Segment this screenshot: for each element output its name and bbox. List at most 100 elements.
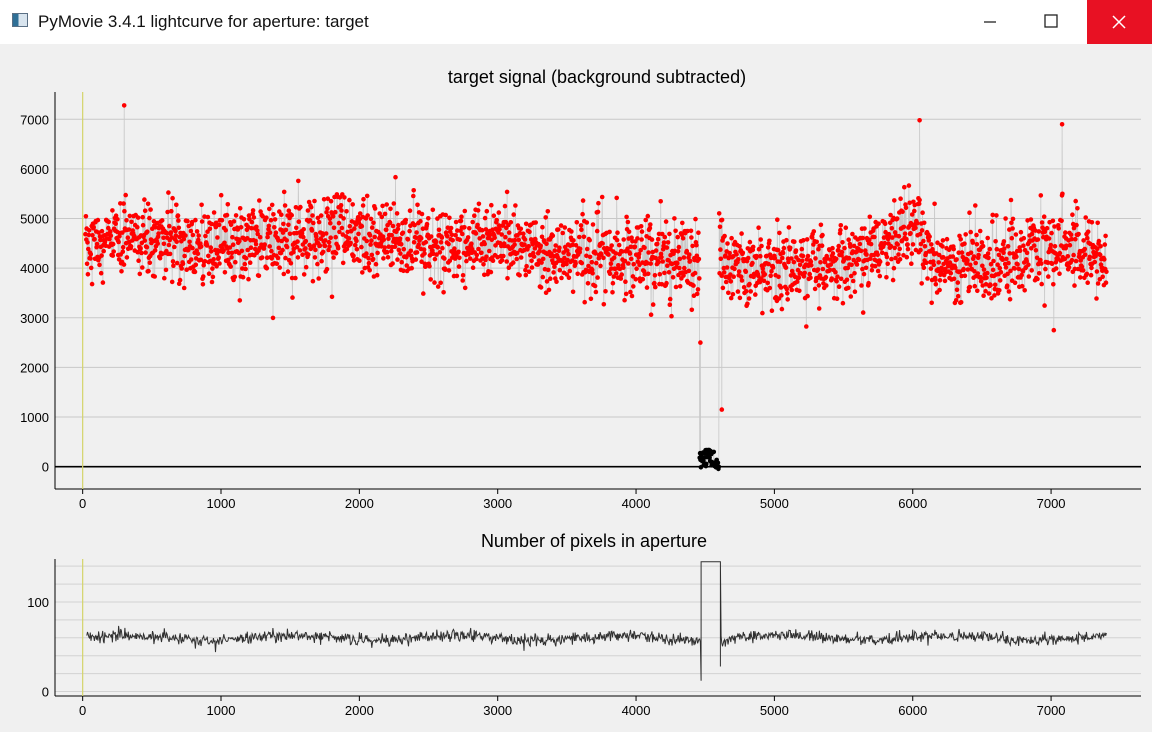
signal-data-point — [573, 243, 579, 248]
signal-data-point — [575, 271, 580, 277]
signal-data-point — [180, 261, 186, 266]
signal-data-point — [368, 216, 374, 222]
signal-data-point — [351, 253, 356, 259]
signal-data-point — [367, 268, 373, 273]
signal-data-point — [1082, 252, 1088, 257]
signal-data-point — [275, 255, 281, 261]
close-button[interactable] — [1087, 0, 1152, 44]
signal-data-point — [659, 254, 664, 260]
pixel-count-plot-data — [86, 561, 1107, 681]
maximize-button[interactable] — [1020, 0, 1084, 44]
signal-data-point — [922, 244, 928, 249]
signal-data-point — [675, 249, 681, 254]
signal-data-point — [840, 240, 845, 245]
signal-data-point — [610, 290, 615, 295]
signal-plot[interactable]: target signal (background subtracted) 0 1… — [20, 67, 1141, 511]
signal-data-point — [883, 229, 888, 235]
signal-data-point — [693, 216, 698, 222]
signal-data-point — [775, 247, 781, 253]
signal-data-point — [108, 229, 113, 234]
signal-data-point — [994, 246, 1000, 252]
signal-data-point — [884, 275, 889, 280]
signal-data-point — [992, 282, 998, 288]
signal-data-point — [747, 239, 753, 245]
signal-data-point — [569, 229, 574, 234]
signal-data-point — [415, 202, 420, 208]
signal-data-point — [580, 198, 586, 203]
signal-data-point — [545, 209, 551, 214]
signal-x-tick-label: 0 — [79, 496, 86, 511]
signal-data-point — [646, 250, 651, 255]
signal-data-point — [638, 247, 643, 253]
minimize-button[interactable] — [960, 0, 1024, 44]
signal-data-point — [392, 244, 398, 249]
signal-data-point — [372, 206, 378, 211]
signal-data-point — [86, 232, 92, 238]
signal-data-point — [1096, 238, 1102, 244]
signal-data-point — [1049, 230, 1054, 236]
signal-data-point — [1021, 235, 1027, 241]
signal-data-point — [846, 237, 851, 242]
signal-data-point — [366, 260, 372, 266]
signal-data-point — [1092, 259, 1098, 265]
signal-data-point — [551, 270, 556, 275]
signal-data-point — [1089, 220, 1095, 225]
signal-data-point — [638, 224, 644, 229]
signal-data-point — [508, 220, 514, 225]
signal-data-point — [1001, 250, 1006, 256]
signal-data-point — [345, 229, 351, 235]
signal-data-point — [555, 255, 560, 260]
signal-data-point — [897, 257, 903, 262]
signal-data-point — [135, 249, 140, 255]
signal-data-point — [1079, 264, 1085, 269]
signal-data-point — [305, 208, 311, 213]
signal-data-point — [284, 238, 290, 243]
signal-data-point — [791, 259, 797, 265]
signal-data-point — [331, 255, 336, 260]
signal-data-point — [113, 221, 118, 226]
plot-area[interactable]: target signal (background subtracted) 0 1… — [0, 44, 1152, 732]
signal-data-point — [655, 241, 660, 247]
signal-data-point — [249, 225, 254, 231]
signal-data-point — [850, 231, 855, 237]
signal-data-point — [490, 258, 496, 263]
signal-data-point — [110, 253, 116, 258]
signal-data-point — [695, 287, 701, 292]
signal-data-point — [587, 254, 593, 260]
signal-data-point — [908, 231, 913, 236]
signal-data-point — [386, 236, 391, 241]
signal-data-point — [665, 263, 670, 268]
signal-data-point — [145, 229, 150, 234]
signal-data-point — [1072, 283, 1077, 288]
signal-data-point — [474, 252, 480, 258]
signal-data-point — [948, 270, 954, 276]
signal-data-point — [858, 248, 864, 254]
signal-data-point — [281, 189, 287, 195]
signal-data-point — [427, 264, 432, 269]
signal-data-point — [174, 260, 180, 266]
signal-data-point — [294, 244, 300, 250]
signal-data-point — [328, 235, 334, 240]
signal-data-point — [623, 291, 629, 297]
signal-data-point — [97, 262, 102, 268]
signal-data-point — [398, 251, 403, 256]
signal-data-point — [281, 271, 287, 277]
signal-data-point — [1089, 265, 1094, 271]
signal-data-point — [348, 240, 353, 246]
signal-data-point — [618, 276, 624, 281]
signal-data-point — [848, 244, 853, 249]
signal-data-point — [662, 234, 668, 240]
signal-data-point — [89, 281, 95, 287]
signal-data-point — [322, 243, 328, 249]
signal-data-point — [539, 234, 545, 240]
signal-data-point — [553, 243, 558, 248]
signal-data-point — [642, 245, 647, 251]
signal-data-point — [555, 227, 561, 232]
signal-data-point — [1044, 225, 1050, 231]
signal-data-point — [282, 203, 288, 208]
title-bar[interactable]: PyMovie 3.4.1 lightcurve for aperture: t… — [0, 0, 1152, 44]
signal-x-tick-label: 7000 — [1037, 496, 1066, 511]
signal-data-point — [586, 263, 591, 269]
signal-data-point — [827, 267, 833, 273]
